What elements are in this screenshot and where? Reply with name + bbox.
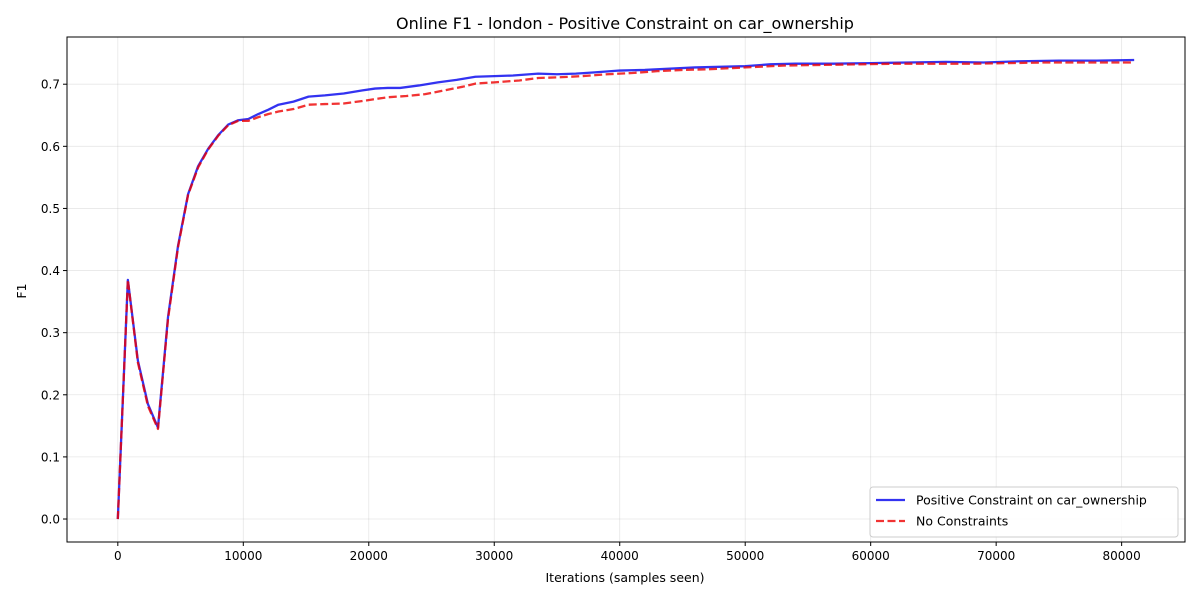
- y-tick-label: 0.3: [41, 326, 60, 340]
- series-line-2: [116, 61, 1135, 520]
- plot-area-frame: [66, 36, 1186, 543]
- series-line-1: [116, 58, 1135, 520]
- y-tick-label: 0.6: [41, 140, 60, 154]
- y-tick-label: 0.2: [41, 388, 60, 402]
- y-tick-label: 0.5: [41, 202, 60, 216]
- y-tick-label: 0.7: [41, 78, 60, 92]
- chart-title: Online F1 - london - Positive Constraint…: [396, 14, 854, 34]
- x-tick-label: 50000: [726, 549, 764, 563]
- x-tick-label: 0: [114, 549, 122, 563]
- x-axis-label: Iterations (samples seen): [545, 570, 704, 585]
- legend: Positive Constraint on car_ownership No C…: [869, 486, 1179, 538]
- x-tick-label: 60000: [852, 549, 890, 563]
- y-tick-label: 0.1: [41, 450, 60, 464]
- legend-box: [869, 486, 1179, 538]
- series-lines: [116, 58, 1135, 520]
- x-tick-label: 40000: [601, 549, 639, 563]
- x-tick-label: 10000: [224, 549, 262, 563]
- legend-items: Positive Constraint on car_ownership No C…: [876, 493, 1147, 529]
- axis-ticks: 0 10000 20000 30000 40000 50000 60000 70000 8000…: [41, 78, 1141, 563]
- grid-lines: [67, 37, 1185, 542]
- x-tick-label: 80000: [1103, 549, 1141, 563]
- x-tick-label: 20000: [350, 549, 388, 563]
- y-tick-label: 0.4: [41, 264, 60, 278]
- y-tick-label: 0.0: [41, 513, 60, 527]
- y-axis-label: F1: [14, 283, 29, 298]
- legend-label-2: No Constraints: [916, 514, 1008, 529]
- x-tick-label: 30000: [475, 549, 513, 563]
- x-tick-label: 70000: [977, 549, 1015, 563]
- legend-label-1: Positive Constraint on car_ownership: [916, 493, 1147, 508]
